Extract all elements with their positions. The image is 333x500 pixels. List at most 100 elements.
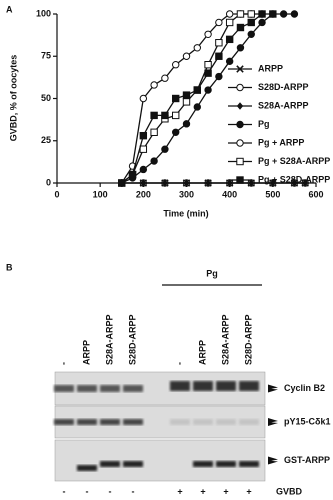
panel-label: A [6, 4, 13, 14]
gvbd-sign: - [63, 486, 66, 496]
point [225, 35, 234, 44]
x-tick-label: 300 [179, 189, 194, 199]
legend-marker [236, 102, 244, 110]
band [54, 385, 74, 392]
y-axis-label: GVBD, % of oocytes [8, 55, 18, 142]
gvbd-sign: + [177, 486, 182, 496]
point [193, 103, 201, 111]
point [236, 10, 245, 18]
point [302, 179, 309, 187]
point [204, 69, 212, 77]
point [225, 18, 234, 27]
point [182, 120, 191, 128]
gvbd-sign: + [200, 486, 205, 496]
lane-label: - [58, 362, 68, 365]
x-tick-label: 500 [265, 189, 280, 199]
band [170, 381, 190, 391]
point [118, 179, 126, 187]
point [150, 111, 158, 120]
band [239, 381, 259, 391]
panel-label: B [6, 262, 13, 272]
point [150, 157, 158, 165]
point [139, 145, 148, 153]
row-label: GVBD [276, 486, 303, 496]
point [139, 165, 148, 174]
x-tick-label: 200 [136, 189, 151, 199]
band [123, 385, 143, 392]
blot-strip [54, 439, 266, 482]
x-tick-label: 600 [308, 189, 323, 199]
band [77, 385, 97, 392]
point [182, 98, 191, 106]
point [215, 18, 223, 27]
point [258, 10, 266, 18]
point [161, 74, 169, 82]
band [123, 461, 143, 467]
band [170, 419, 190, 425]
lane-label: S28A-ARPP [104, 314, 114, 365]
point [215, 72, 223, 81]
point [247, 30, 255, 38]
point [247, 10, 255, 18]
band [54, 419, 74, 425]
lane-label: - [174, 362, 184, 365]
legend-marker [236, 83, 244, 92]
point [269, 10, 277, 18]
legend-marker [236, 120, 244, 129]
point [161, 145, 169, 153]
lane-label: S28A-ARPP [220, 314, 230, 365]
legend-label: Pg + S28A-ARPP [258, 156, 330, 166]
y-tick-label: 25 [41, 135, 51, 145]
band-label: Cyclin B2 [284, 383, 325, 393]
band [100, 461, 120, 467]
lane-label: S28D-ARPP [243, 314, 253, 365]
point [128, 170, 137, 179]
legend-label: ARPP [258, 63, 283, 73]
gvbd-sign: - [109, 486, 112, 496]
point [225, 57, 234, 66]
point [139, 94, 148, 103]
point [248, 179, 255, 187]
legend-marker [236, 157, 244, 166]
legend-marker [236, 139, 244, 147]
point [269, 179, 277, 187]
y-tick-label: 75 [41, 51, 51, 61]
point [150, 128, 158, 137]
point [279, 10, 288, 18]
x-axis-label: Time (min) [163, 208, 208, 218]
gvbd-sign: - [132, 486, 135, 496]
point [215, 52, 223, 60]
point [172, 128, 180, 137]
y-tick-label: 0 [46, 177, 51, 187]
lane-label: S28D-ARPP [127, 314, 137, 365]
point [182, 52, 191, 60]
band-label: GST-ARPP [284, 455, 330, 465]
point [258, 18, 266, 27]
band [193, 461, 213, 467]
group-label: Pg [206, 268, 218, 278]
point [204, 179, 212, 187]
point [139, 131, 148, 140]
y-tick-label: 100 [36, 8, 51, 18]
legend-label: Pg [258, 119, 270, 129]
point [204, 61, 212, 69]
band [216, 381, 236, 391]
point [150, 81, 158, 89]
legend-label: Pg + S28D-ARPP [258, 174, 330, 184]
legend-marker [236, 176, 244, 184]
band-arrow [268, 418, 278, 426]
band [239, 419, 259, 425]
band [100, 419, 120, 425]
x-tick-label: 400 [222, 189, 237, 199]
point [236, 23, 245, 32]
band [77, 465, 97, 471]
point [193, 86, 201, 94]
band [216, 461, 236, 467]
point [215, 39, 223, 47]
blot: Cyclin B2 pY15-Cδk1 GST-ARPP - - ARPP - S28A-AR… [54, 314, 330, 496]
point [140, 179, 147, 187]
point [204, 86, 212, 94]
band [123, 419, 143, 425]
gvbd-sign: - [86, 486, 89, 496]
